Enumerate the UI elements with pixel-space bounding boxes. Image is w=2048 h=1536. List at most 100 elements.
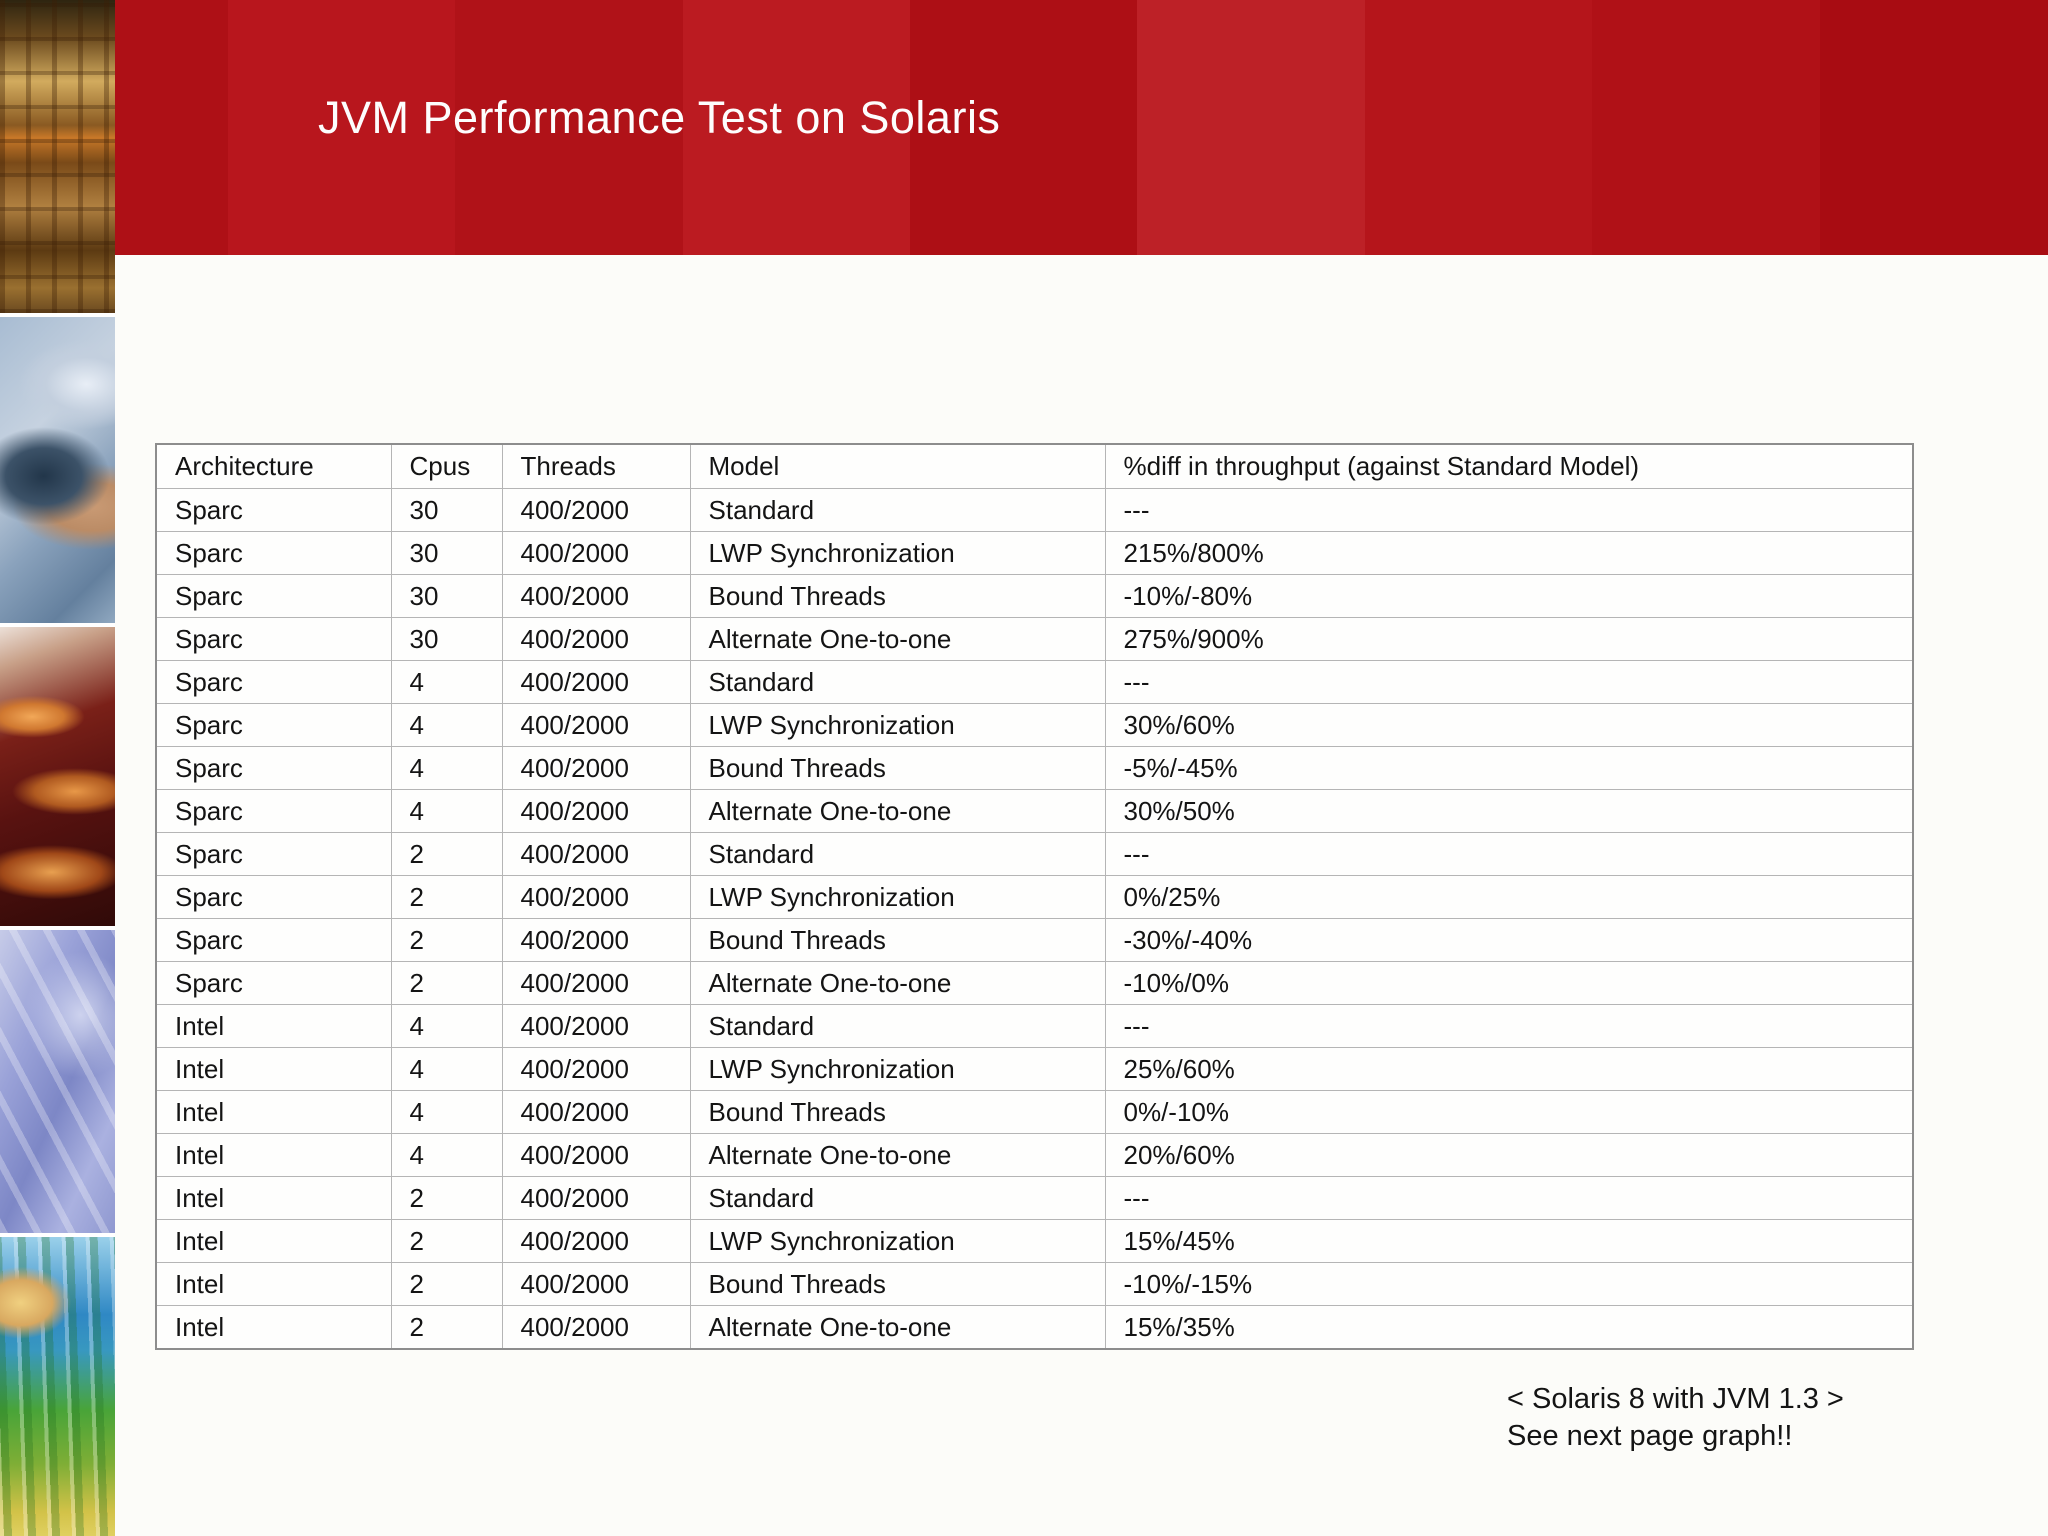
table-row: Intel 4 400/2000 LWP Synchronization 25%/60% xyxy=(155,1047,1914,1091)
footer-note: < Solaris 8 with JVM 1.3 > See next page… xyxy=(1507,1381,1844,1455)
warehouse-photo xyxy=(0,0,115,313)
table-cell: Intel xyxy=(155,1305,392,1350)
table-row: Sparc 2 400/2000 Standard --- xyxy=(155,832,1914,876)
table-cell: 215%/800% xyxy=(1104,531,1914,575)
table-row: Intel 2 400/2000 LWP Synchronization 15%/45% xyxy=(155,1219,1914,1263)
table-row: Sparc 2 400/2000 Bound Threads -30%/-40% xyxy=(155,918,1914,962)
table-cell: 2 xyxy=(390,1219,503,1263)
table-cell: -10%/-15% xyxy=(1104,1262,1914,1306)
table-cell: Sparc xyxy=(155,789,392,833)
column-header: Model xyxy=(689,443,1106,489)
table-cell: 400/2000 xyxy=(501,1090,691,1134)
slide-title: JVM Performance Test on Solaris xyxy=(318,92,1001,143)
table-row: Intel 4 400/2000 Standard --- xyxy=(155,1004,1914,1048)
table-cell: 400/2000 xyxy=(501,918,691,962)
table-cell: Intel xyxy=(155,1219,392,1263)
table-row: Sparc 30 400/2000 Alternate One-to-one 275%/… xyxy=(155,617,1914,661)
table-cell: 400/2000 xyxy=(501,789,691,833)
footer-line-1: < Solaris 8 with JVM 1.3 > xyxy=(1507,1383,1844,1415)
table-cell: Sparc xyxy=(155,918,392,962)
table-cell: 4 xyxy=(390,703,503,747)
lab-test-tubes-photo xyxy=(0,1237,115,1536)
table-cell: Standard xyxy=(689,832,1106,876)
table-cell: Bound Threads xyxy=(689,1262,1106,1306)
column-header: Cpus xyxy=(390,443,503,489)
table-cell: LWP Synchronization xyxy=(689,531,1106,575)
performance-table: Architecture Cpus Threads Model %diff in thr… xyxy=(155,443,1914,1350)
table-cell: 4 xyxy=(390,660,503,704)
table-row: Intel 2 400/2000 Bound Threads -10%/-15% xyxy=(155,1262,1914,1306)
table-cell: 400/2000 xyxy=(501,1047,691,1091)
table-cell: Sparc xyxy=(155,660,392,704)
table-cell: Sparc xyxy=(155,703,392,747)
table-row: Sparc 4 400/2000 Standard --- xyxy=(155,660,1914,704)
table-cell: 400/2000 xyxy=(501,617,691,661)
table-row: Sparc 2 400/2000 Alternate One-to-one -10%/0… xyxy=(155,961,1914,1005)
table-row: Sparc 30 400/2000 Standard --- xyxy=(155,488,1914,532)
table-cell: Sparc xyxy=(155,875,392,919)
table-row: Intel 2 400/2000 Standard --- xyxy=(155,1176,1914,1220)
table-cell: Bound Threads xyxy=(689,1090,1106,1134)
table-cell: 0%/-10% xyxy=(1104,1090,1914,1134)
table-cell: Standard xyxy=(689,488,1106,532)
table-cell: --- xyxy=(1104,832,1914,876)
table-cell: Sparc xyxy=(155,961,392,1005)
blue-person-photo xyxy=(0,930,115,1233)
table-cell: 400/2000 xyxy=(501,1219,691,1263)
table-cell: Bound Threads xyxy=(689,574,1106,618)
table-cell: 2 xyxy=(390,1176,503,1220)
table-cell: 2 xyxy=(390,875,503,919)
table-cell: Intel xyxy=(155,1176,392,1220)
table-cell: -5%/-45% xyxy=(1104,746,1914,790)
table-cell: --- xyxy=(1104,1176,1914,1220)
table-cell: LWP Synchronization xyxy=(689,703,1106,747)
table-cell: 2 xyxy=(390,1305,503,1350)
table-cell: 275%/900% xyxy=(1104,617,1914,661)
title-banner: JVM Performance Test on Solaris xyxy=(115,0,2048,255)
table-row: Sparc 4 400/2000 Bound Threads -5%/-45% xyxy=(155,746,1914,790)
table-cell: 4 xyxy=(390,746,503,790)
table-row: Sparc 2 400/2000 LWP Synchronization 0%/25% xyxy=(155,875,1914,919)
table-cell: LWP Synchronization xyxy=(689,875,1106,919)
table-row: Sparc 4 400/2000 Alternate One-to-one 30%/50… xyxy=(155,789,1914,833)
table-cell: 400/2000 xyxy=(501,1133,691,1177)
table-cell: LWP Synchronization xyxy=(689,1047,1106,1091)
table-cell: Sparc xyxy=(155,617,392,661)
table-cell: Sparc xyxy=(155,574,392,618)
table-cell: Sparc xyxy=(155,746,392,790)
hand-device-photo xyxy=(0,317,115,623)
table-cell: Intel xyxy=(155,1047,392,1091)
table-cell: 0%/25% xyxy=(1104,875,1914,919)
table-cell: Bound Threads xyxy=(689,746,1106,790)
table-cell: Alternate One-to-one xyxy=(689,961,1106,1005)
table-row: Sparc 30 400/2000 Bound Threads -10%/-80% xyxy=(155,574,1914,618)
table-body: Sparc 30 400/2000 Standard --- Sparc 30 400/200… xyxy=(155,488,1914,1350)
table-cell: -10%/-80% xyxy=(1104,574,1914,618)
table-cell: -30%/-40% xyxy=(1104,918,1914,962)
table-cell: 4 xyxy=(390,1133,503,1177)
table-cell: 30 xyxy=(390,574,503,618)
table-cell: 2 xyxy=(390,1262,503,1306)
photo-sidebar xyxy=(0,0,115,1536)
table-cell: 400/2000 xyxy=(501,746,691,790)
table-cell: Standard xyxy=(689,1004,1106,1048)
table-row: Sparc 30 400/2000 LWP Synchronization 215%/8… xyxy=(155,531,1914,575)
table-cell: 400/2000 xyxy=(501,1305,691,1350)
table-row: Intel 4 400/2000 Bound Threads 0%/-10% xyxy=(155,1090,1914,1134)
table-cell: 4 xyxy=(390,1090,503,1134)
table-cell: 4 xyxy=(390,1047,503,1091)
table-cell: Alternate One-to-one xyxy=(689,1133,1106,1177)
table-cell: 2 xyxy=(390,918,503,962)
table-cell: 400/2000 xyxy=(501,1262,691,1306)
eyeglasses-photo xyxy=(0,627,115,926)
table-cell: Sparc xyxy=(155,531,392,575)
table-cell: 20%/60% xyxy=(1104,1133,1914,1177)
table-cell: Intel xyxy=(155,1090,392,1134)
table-cell: 15%/45% xyxy=(1104,1219,1914,1263)
table-cell: 400/2000 xyxy=(501,1176,691,1220)
table-cell: Intel xyxy=(155,1133,392,1177)
table-cell: 400/2000 xyxy=(501,488,691,532)
table-row: Intel 4 400/2000 Alternate One-to-one 20%/60… xyxy=(155,1133,1914,1177)
table-cell: Alternate One-to-one xyxy=(689,789,1106,833)
